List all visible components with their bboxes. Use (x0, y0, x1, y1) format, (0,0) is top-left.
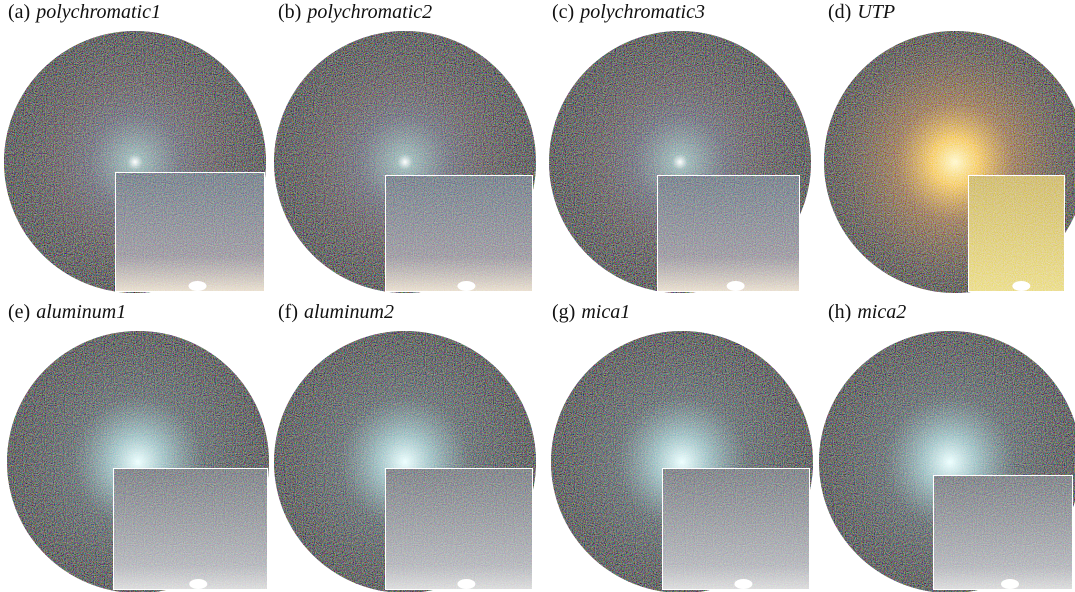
panel: (c)polychromatic3 (549, 1, 811, 293)
inset-highlight (457, 579, 475, 589)
panel-label: (h) mica2 (828, 301, 906, 323)
panel-name: polychromatic1 (34, 1, 161, 23)
inset-highlight (727, 281, 745, 291)
panel: (b)polychromatic2 (274, 1, 536, 293)
panel-label: (g) mica1 (552, 301, 630, 323)
inset-photo (385, 468, 533, 590)
inset-highlight (1012, 281, 1030, 291)
inset-photo (933, 475, 1073, 590)
inset-photo (115, 172, 265, 292)
panel-tag: (c) (552, 1, 574, 23)
panel-name: aluminum1 (36, 301, 126, 323)
panel-tag: (a) (8, 1, 30, 23)
panel-name: polychromatic2 (305, 1, 432, 23)
inset-photo (662, 468, 810, 590)
panel-tag: (g) (552, 301, 575, 323)
panel-name: polychromatic3 (578, 1, 705, 23)
panel-label: (c)polychromatic3 (552, 1, 705, 23)
inset-highlight (457, 281, 475, 291)
panel: (h) mica2 (819, 301, 1075, 592)
panel-name: aluminum2 (304, 301, 394, 323)
panel-tag: (d) (828, 1, 851, 23)
panel: (g) mica1 (551, 301, 813, 592)
panel-label: (d) UTP (828, 1, 895, 23)
panels: (a)polychromatic1(b)polychromatic2(c)pol… (4, 1, 1075, 592)
panel-name: UTP (857, 1, 895, 23)
panel-label: (a)polychromatic1 (8, 1, 161, 23)
inset-highlight (189, 579, 207, 589)
panel-name: mica1 (581, 301, 630, 323)
inset-photo (113, 468, 268, 590)
panel-label: (b)polychromatic2 (278, 1, 432, 23)
panel: (a)polychromatic1 (4, 1, 266, 293)
panel-tag: (f) (278, 301, 298, 323)
inset-highlight (189, 281, 207, 291)
panel: (e) aluminum1 (7, 301, 269, 592)
inset-photo (385, 175, 533, 292)
panel-tag: (e) (8, 301, 30, 323)
panel-tag: (b) (278, 1, 301, 23)
inset-highlight (734, 579, 752, 589)
panel-label: (e) aluminum1 (8, 301, 126, 323)
figure: (a)polychromatic1(b)polychromatic2(c)pol… (0, 0, 1075, 592)
panel-name: mica2 (857, 301, 906, 323)
panel: (f) aluminum2 (274, 301, 536, 592)
inset-highlight (1001, 579, 1019, 589)
inset-photo (657, 175, 800, 292)
panel-tag: (h) (828, 301, 851, 323)
panel-label: (f) aluminum2 (278, 301, 394, 323)
inset-photo (968, 175, 1065, 292)
panel: (d) UTP (824, 1, 1075, 293)
